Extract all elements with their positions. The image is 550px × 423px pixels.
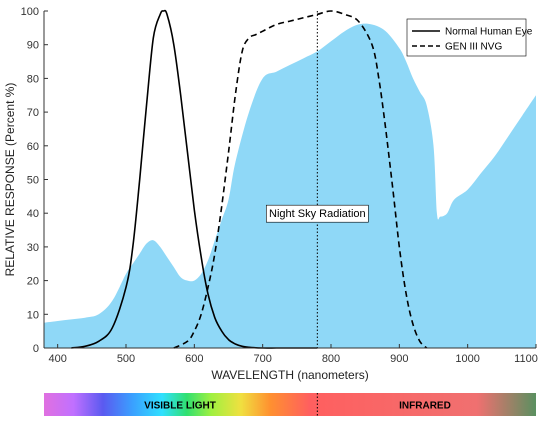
y-tick-label: 40 <box>27 208 39 220</box>
legend-label-nvg: GEN III NVG <box>445 42 502 53</box>
axes: 400 500 600 700 800 900 1000 1100 0 10 20 30 40 50 60… <box>3 6 538 382</box>
x-tick-label: 400 <box>48 353 66 365</box>
x-tick-label: 600 <box>185 353 203 365</box>
night-sky-area <box>44 23 536 349</box>
x-tick-label: 800 <box>322 353 340 365</box>
x-axis-title: WAVELENGTH (nanometers) <box>211 368 368 382</box>
x-tick-label: 1000 <box>455 353 479 365</box>
y-tick-label: 0 <box>33 343 39 355</box>
spectrum-bar: VISIBLE LIGHT INFRARED <box>44 393 536 416</box>
gen3-nvg-line <box>173 10 428 349</box>
y-ticks: 0 10 20 30 40 50 60 70 80 90 100 <box>21 6 48 355</box>
y-tick-label: 50 <box>27 175 39 187</box>
legend-label-human-eye: Normal Human Eye <box>445 27 533 38</box>
y-tick-label: 30 <box>27 242 39 254</box>
x-tick-label: 500 <box>117 353 135 365</box>
x-ticks: 400 500 600 700 800 900 1000 1100 <box>48 344 538 365</box>
y-tick-label: 90 <box>27 40 39 52</box>
human-eye-line <box>71 9 318 349</box>
annotation-label: Night Sky Radiation <box>269 208 366 220</box>
y-tick-label: 70 <box>27 107 39 119</box>
visible-light-label: VISIBLE LIGHT <box>144 401 216 412</box>
y-axis-title: RELATIVE RESPONSE (Percent %) <box>3 83 17 277</box>
annotation: Night Sky Radiation <box>266 204 369 223</box>
legend-box <box>406 18 527 57</box>
y-tick-label: 10 <box>27 309 39 321</box>
y-tick-label: 80 <box>27 73 39 85</box>
y-tick-label: 60 <box>27 141 39 153</box>
legend: Normal Human Eye GEN III NVG <box>406 18 533 57</box>
y-tick-label: 100 <box>21 6 39 18</box>
x-tick-label: 900 <box>390 353 408 365</box>
spectrum-gradient <box>44 393 536 416</box>
annotation-box <box>266 204 369 223</box>
x-tick-label: 700 <box>253 353 271 365</box>
x-tick-label: 1100 <box>514 353 538 365</box>
plot-area <box>44 9 536 349</box>
infrared-label: INFRARED <box>399 401 451 412</box>
y-tick-label: 20 <box>27 276 39 288</box>
